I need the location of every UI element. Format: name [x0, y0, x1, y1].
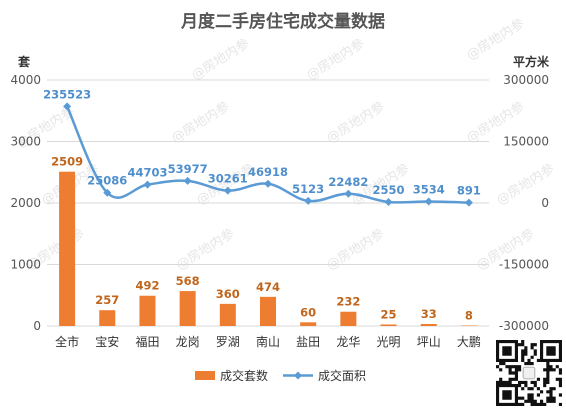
watermark-text: @房地内参 [324, 98, 388, 146]
line-point-南山 [264, 179, 272, 188]
line-point-龙岗 [183, 176, 192, 185]
chart-title: 月度二手房住宅成交量数据 [180, 11, 385, 32]
x-category-label: 龙岗 [176, 335, 200, 349]
bar-宝安 [99, 310, 116, 326]
line-data-label: 2550 [373, 183, 405, 197]
x-category-label: 宝安 [95, 334, 119, 349]
bar-龙华 [340, 311, 357, 326]
bar-data-label: 2509 [51, 155, 83, 169]
x-category-label: 南山 [256, 334, 280, 349]
line-data-label: 46918 [248, 165, 288, 179]
x-category-label: 全市 [55, 334, 79, 349]
watermark-text: @房地内参 [169, 98, 233, 146]
x-category-label: 盐田 [296, 335, 320, 349]
bar-data-label: 60 [300, 305, 316, 319]
bar-罗湖 [219, 303, 236, 326]
y-left-tick-label: 0 [33, 319, 41, 333]
y-right-ticks: -300000 -150000 0 150000 300000 [499, 73, 549, 333]
x-category-labels: 全市 宝安 福田 龙岗 罗湖 南山 盐田 龙华 光明 坪山 大鹏 [55, 334, 481, 349]
bar-data-label: 232 [336, 295, 360, 309]
line-point-大鹏 [464, 198, 473, 207]
watermark-layer: @房地内参 @房地内参 @房地内参@房地内参 @房地内参 @房地内参 @房地内参@房地内参… [14, 15, 558, 273]
watermark-text: @房地内参 [174, 225, 238, 273]
bar-坪山 [420, 323, 437, 326]
bar-南山 [260, 296, 276, 326]
qr-code [496, 340, 562, 406]
x-category-label: 大鹏 [457, 335, 481, 349]
y-right-axis-label: 平方米 [513, 54, 550, 69]
watermark-text: @房地内参 [324, 225, 388, 273]
line-data-label: 53977 [168, 162, 208, 176]
x-category-label: 光明 [377, 335, 401, 349]
y-right-tick-label: 150000 [503, 135, 549, 149]
x-category-label: 龙华 [336, 335, 360, 349]
y-left-tick-label: 3000 [10, 135, 41, 149]
bar-data-label: 360 [216, 287, 240, 301]
y-left-tick-label: 4000 [10, 73, 41, 87]
bar-全市 [59, 171, 76, 326]
watermark-text: @房地内参 [189, 35, 253, 83]
y-left-axis-label: 套 [17, 54, 31, 69]
bar-龙岗 [179, 291, 196, 326]
y-left-tick-label: 2000 [10, 196, 41, 210]
bar-data-label: 474 [256, 280, 280, 294]
line-data-label: 22482 [328, 175, 368, 189]
bar-data-label: 33 [421, 307, 437, 321]
line-point-龙华 [344, 189, 353, 198]
bar-光明 [380, 324, 397, 326]
bar-data-label: 568 [176, 274, 200, 288]
x-category-label: 福田 [135, 334, 159, 349]
bar-data-label: 8 [465, 309, 473, 323]
line-data-label: 5123 [292, 182, 324, 196]
qr-center-logo [522, 366, 536, 380]
line-data-label: 30261 [208, 172, 248, 186]
legend-label-bar: 成交套数 [220, 368, 268, 383]
line-point-福田 [143, 180, 152, 189]
line-data-label: 3534 [413, 183, 445, 197]
line-point-光明 [384, 197, 393, 206]
watermark-text: @房地内参 [304, 35, 368, 83]
bar-data-label: 257 [95, 293, 119, 307]
x-category-label: 罗湖 [216, 334, 240, 349]
legend-swatch-bar [195, 371, 215, 380]
line-point-盐田 [304, 196, 313, 205]
y-left-ticks: 0 1000 2000 3000 4000 [10, 73, 41, 333]
y-right-tick-label: 300000 [503, 73, 549, 87]
qr-modules [496, 340, 562, 406]
line-point-宝安 [103, 188, 112, 197]
y-right-tick-label: -150000 [499, 258, 549, 272]
x-category-label: 坪山 [417, 335, 441, 349]
line-data-label: 44703 [127, 166, 167, 180]
bar-data-label: 492 [135, 279, 159, 293]
bar-盐田 [300, 322, 317, 326]
y-left-tick-label: 1000 [10, 258, 41, 272]
line-data-label: 235523 [43, 87, 91, 101]
line-data-label: 25086 [87, 174, 127, 188]
line-data-label: 891 [457, 184, 481, 198]
line-point-罗湖 [223, 186, 232, 195]
bar-福田 [139, 295, 156, 326]
y-right-tick-label: -300000 [499, 319, 549, 333]
bar-data-label: 25 [381, 307, 397, 321]
legend: 成交套数 成交面积 [195, 368, 366, 383]
legend-marker-line [294, 371, 302, 380]
y-right-tick-label: 0 [541, 196, 549, 210]
line-path-area [65, 105, 469, 204]
bar-series: 2509 257 492 568 360 474 60 232 25 33 8 [51, 155, 477, 326]
line-point-全市 [63, 102, 72, 111]
line-point-坪山 [424, 197, 433, 206]
legend-label-line: 成交面积 [318, 368, 366, 383]
